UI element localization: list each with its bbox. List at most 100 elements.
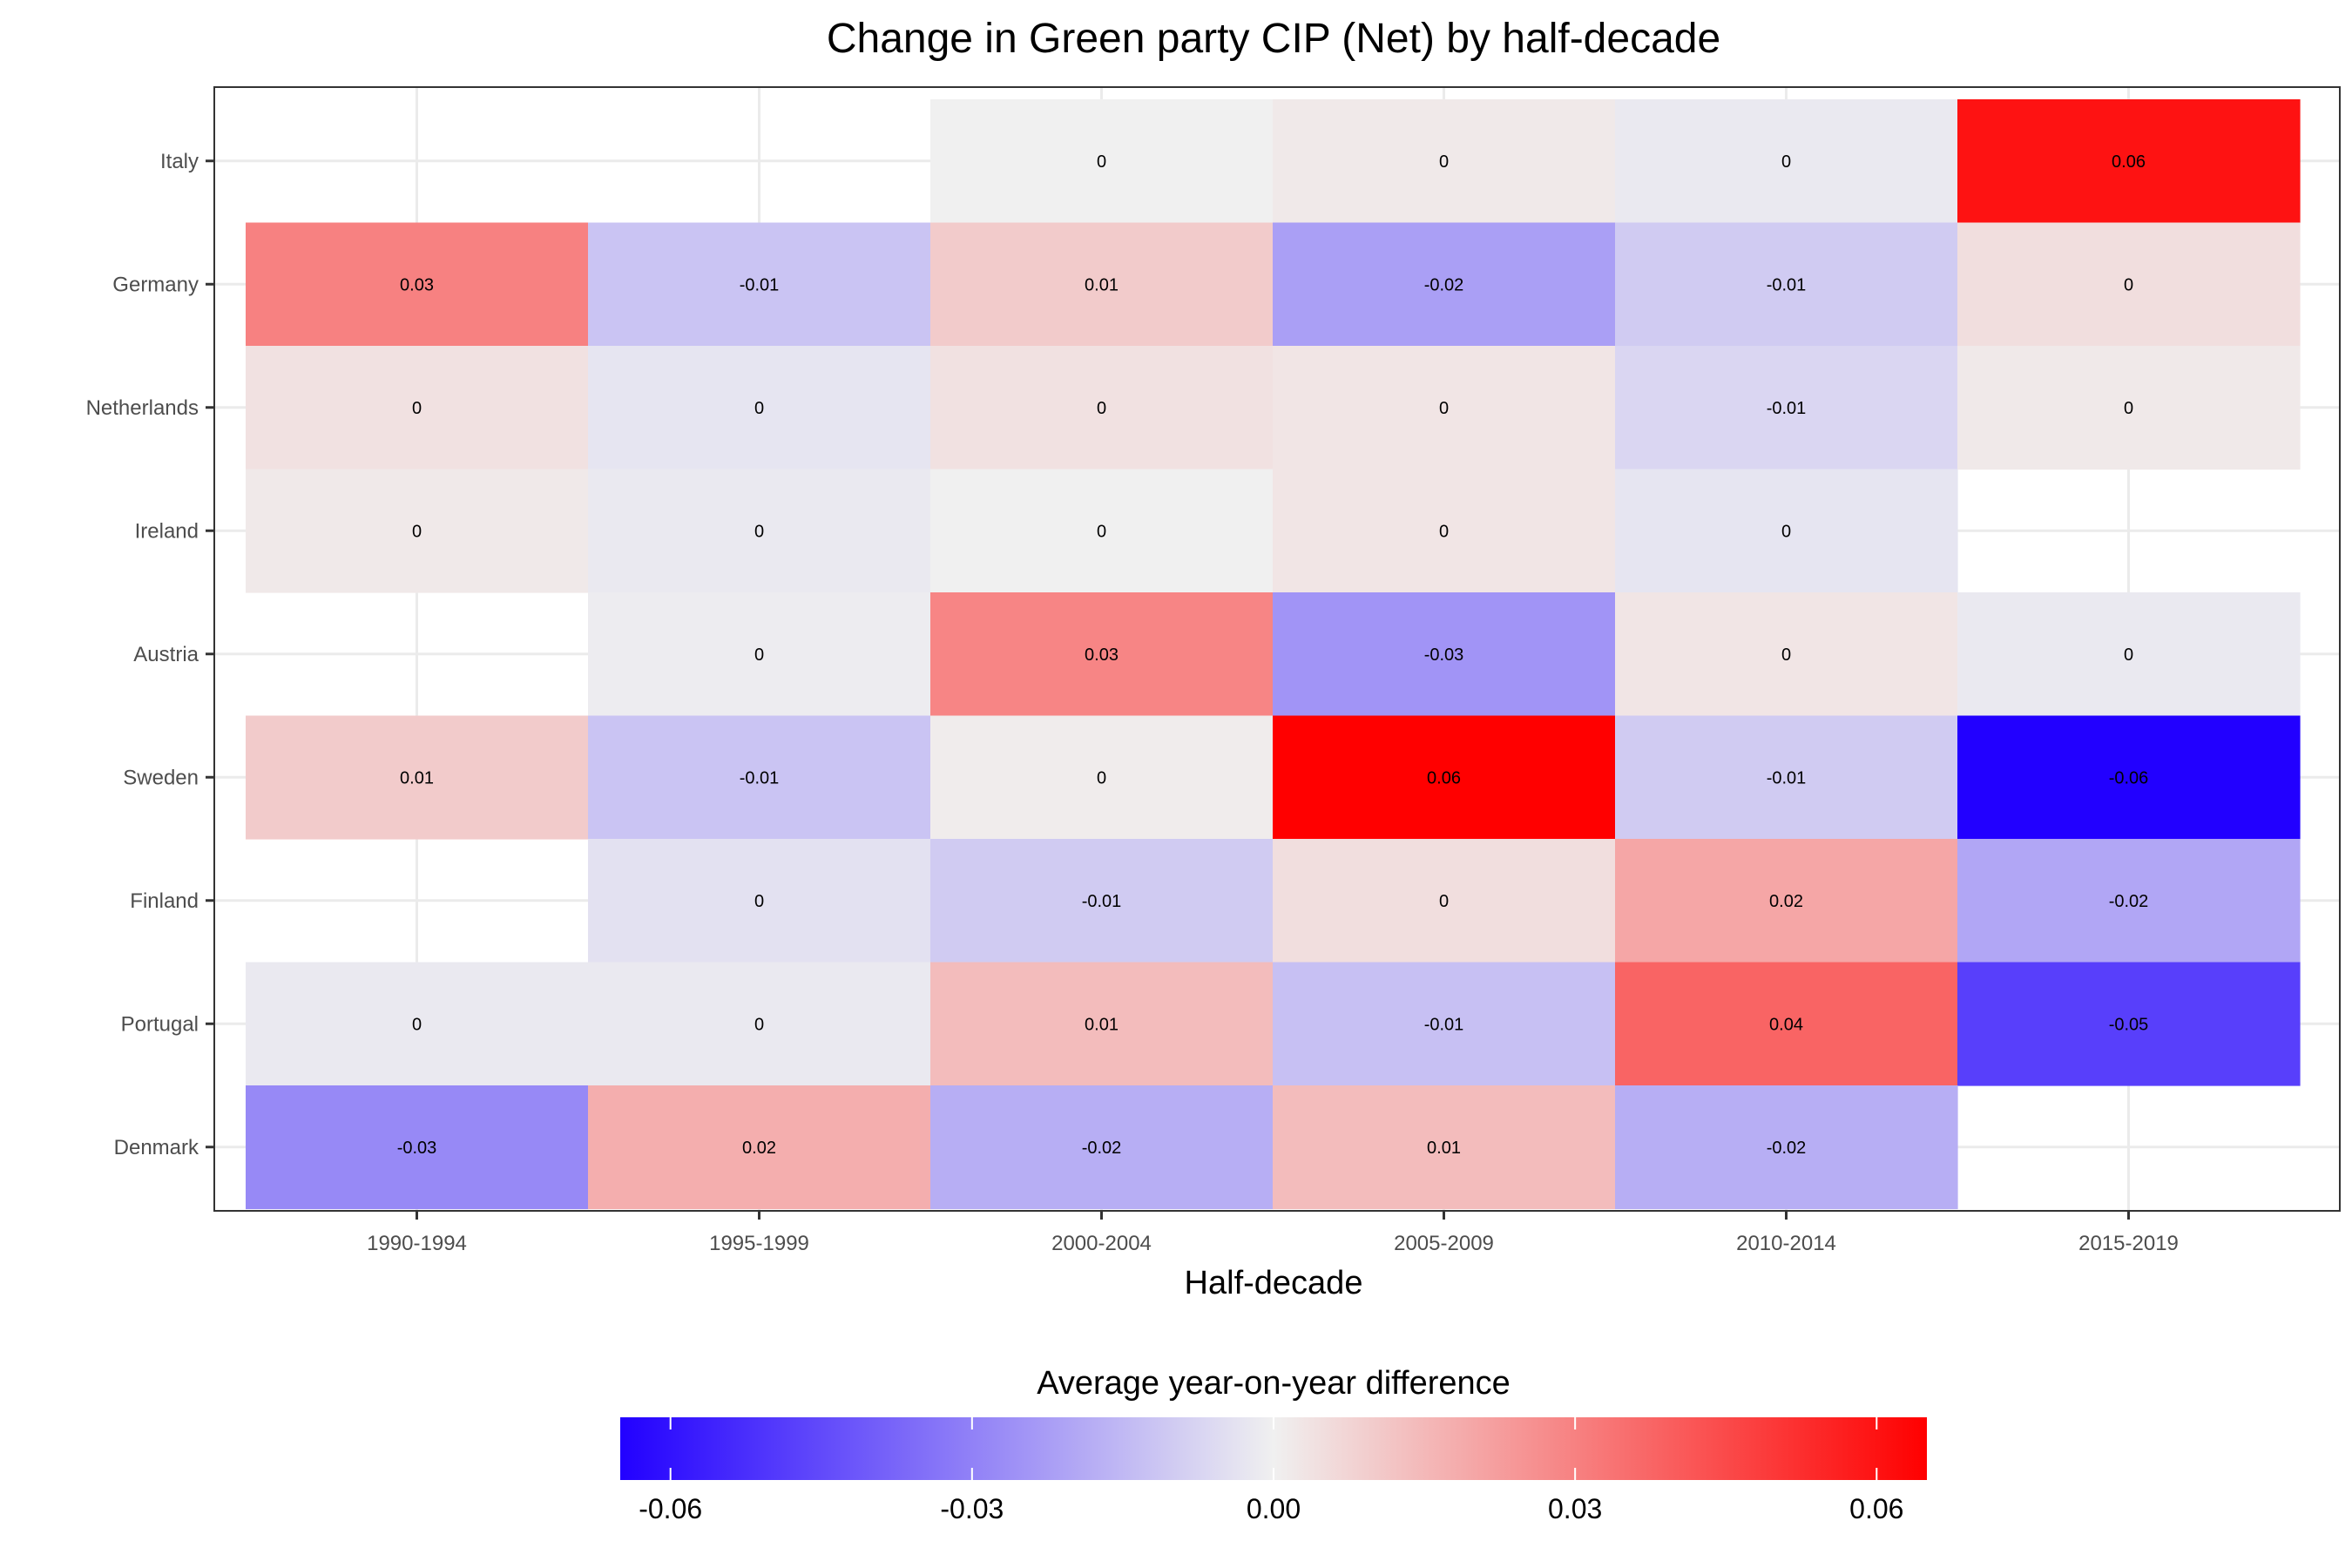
cell-austria-2000-2004 (930, 592, 1274, 717)
x-axis-title: Half-decade (1185, 1265, 1363, 1301)
cell-denmark-2000-2004 (930, 1085, 1274, 1210)
x-tick-label-2010-2014: 2010-2014 (1736, 1232, 1836, 1255)
legend-tick-label-2: 0.00 (1247, 1493, 1301, 1524)
cell-label-portugal-1995-1999: 0 (754, 1015, 764, 1034)
y-tick-label-denmark: Denmark (114, 1136, 199, 1159)
legend-tick-label-3: 0.03 (1548, 1493, 1602, 1524)
cell-sweden-1990-1994 (246, 715, 589, 840)
cell-label-netherlands-1995-1999: 0 (754, 399, 764, 418)
cell-label-sweden-2015-2019: -0.06 (2109, 768, 2149, 787)
cell-label-portugal-2000-2004: 0.01 (1085, 1015, 1119, 1034)
y-tick-label-netherlands: Netherlands (86, 396, 199, 420)
cell-label-ireland-2000-2004: 0 (1097, 522, 1106, 541)
cell-label-italy-2015-2019: 0.06 (2112, 152, 2146, 172)
y-tick-label-germany: Germany (112, 273, 199, 296)
cell-label-germany-2005-2009: -0.02 (1424, 275, 1464, 294)
cell-denmark-2010-2014 (1615, 1085, 1958, 1210)
cell-germany-2015-2019 (1957, 222, 2301, 347)
cell-label-portugal-2005-2009: -0.01 (1424, 1015, 1464, 1034)
cell-ireland-1990-1994 (246, 469, 589, 593)
cell-label-netherlands-2000-2004: 0 (1097, 399, 1106, 418)
x-tick-label-1995-1999: 1995-1999 (709, 1232, 809, 1255)
cell-finland-2000-2004 (930, 839, 1274, 963)
cell-label-ireland-2005-2009: 0 (1439, 522, 1449, 541)
cell-label-austria-2005-2009: -0.03 (1424, 645, 1464, 665)
cell-label-italy-2005-2009: 0 (1439, 152, 1449, 172)
cell-portugal-1990-1994 (246, 962, 589, 1086)
heatmap-cell-labels: 0 0 0 0.06 0.03 -0.01 0.01 -0.02 -0.01 0 0 0 0 0 -0.01… (397, 152, 2149, 1158)
cell-ireland-2000-2004 (930, 469, 1274, 593)
cell-label-ireland-2010-2014: 0 (1781, 522, 1791, 541)
cell-label-sweden-2010-2014: -0.01 (1767, 768, 1807, 787)
cell-label-netherlands-2010-2014: -0.01 (1767, 399, 1807, 418)
cell-sweden-2015-2019 (1957, 715, 2301, 840)
cell-finland-1995-1999 (588, 839, 931, 963)
cell-italy-2015-2019 (1957, 99, 2301, 224)
legend-tick-label-0: -0.06 (639, 1493, 702, 1524)
cell-label-sweden-1990-1994: 0.01 (400, 768, 434, 787)
cell-sweden-1995-1999 (588, 715, 931, 840)
cell-label-denmark-2005-2009: 0.01 (1427, 1139, 1461, 1158)
y-tick-label-italy: Italy (160, 150, 199, 173)
cell-label-germany-2000-2004: 0.01 (1085, 275, 1119, 294)
cell-ireland-1995-1999 (588, 469, 931, 593)
legend-tick-label-1: -0.03 (940, 1493, 1004, 1524)
cell-ireland-2005-2009 (1273, 469, 1616, 593)
cell-netherlands-1995-1999 (588, 346, 931, 470)
cell-germany-2010-2014 (1615, 222, 1958, 347)
cell-finland-2010-2014 (1615, 839, 1958, 963)
cell-label-germany-2015-2019: 0 (2124, 275, 2133, 294)
cell-netherlands-2015-2019 (1957, 346, 2301, 470)
cell-label-netherlands-2005-2009: 0 (1439, 399, 1449, 418)
cell-label-sweden-1995-1999: -0.01 (740, 768, 780, 787)
cell-finland-2005-2009 (1273, 839, 1616, 963)
chart-title: Change in Green party CIP (Net) by half-… (827, 16, 1720, 62)
y-tick-label-finland: Finland (130, 889, 199, 913)
heatmap-cells (246, 99, 2301, 1210)
cell-label-austria-2010-2014: 0 (1781, 645, 1791, 665)
cell-austria-2015-2019 (1957, 592, 2301, 717)
cell-label-sweden-2000-2004: 0 (1097, 768, 1106, 787)
legend-ticks: -0.06 -0.03 0.00 0.03 0.06 (639, 1417, 1903, 1524)
cell-label-austria-2015-2019: 0 (2124, 645, 2133, 665)
cell-germany-2005-2009 (1273, 222, 1616, 347)
cell-netherlands-2000-2004 (930, 346, 1274, 470)
cell-ireland-2010-2014 (1615, 469, 1958, 593)
cell-label-portugal-1990-1994: 0 (412, 1015, 422, 1034)
cell-austria-1995-1999 (588, 592, 931, 717)
cell-germany-1995-1999 (588, 222, 931, 347)
plot-panel-border (213, 86, 2341, 1212)
x-tick-label-2015-2019: 2015-2019 (2078, 1232, 2179, 1255)
y-axis: Italy Germany Netherlands Ireland Austria Swe… (86, 150, 214, 1159)
cell-sweden-2010-2014 (1615, 715, 1958, 840)
cell-sweden-2005-2009 (1273, 715, 1616, 840)
cell-label-sweden-2005-2009: 0.06 (1427, 768, 1461, 787)
cell-denmark-1990-1994 (246, 1085, 589, 1210)
cell-netherlands-1990-1994 (246, 346, 589, 470)
cell-italy-2005-2009 (1273, 99, 1616, 224)
cell-portugal-2015-2019 (1957, 962, 2301, 1086)
cell-label-austria-1995-1999: 0 (754, 645, 764, 665)
cell-label-germany-2010-2014: -0.01 (1767, 275, 1807, 294)
cell-portugal-2005-2009 (1273, 962, 1616, 1086)
cell-italy-2010-2014 (1615, 99, 1958, 224)
x-tick-label-2000-2004: 2000-2004 (1051, 1232, 1152, 1255)
cell-label-ireland-1990-1994: 0 (412, 522, 422, 541)
cell-portugal-2010-2014 (1615, 962, 1958, 1086)
cell-label-finland-2000-2004: -0.01 (1082, 892, 1122, 911)
cell-label-portugal-2015-2019: -0.05 (2109, 1015, 2149, 1034)
cell-label-ireland-1995-1999: 0 (754, 522, 764, 541)
cell-label-italy-2010-2014: 0 (1781, 152, 1791, 172)
cell-label-finland-2015-2019: -0.02 (2109, 892, 2149, 911)
cell-germany-2000-2004 (930, 222, 1274, 347)
legend-tick-label-4: 0.06 (1849, 1493, 1903, 1524)
cell-label-denmark-2010-2014: -0.02 (1767, 1139, 1807, 1158)
cell-label-finland-2005-2009: 0 (1439, 892, 1449, 911)
cell-label-denmark-1995-1999: 0.02 (742, 1139, 776, 1158)
cell-austria-2005-2009 (1273, 592, 1616, 717)
cell-denmark-1995-1999 (588, 1085, 931, 1210)
cell-label-denmark-1990-1994: -0.03 (397, 1139, 437, 1158)
cell-portugal-1995-1999 (588, 962, 931, 1086)
y-tick-label-portugal: Portugal (121, 1012, 199, 1036)
